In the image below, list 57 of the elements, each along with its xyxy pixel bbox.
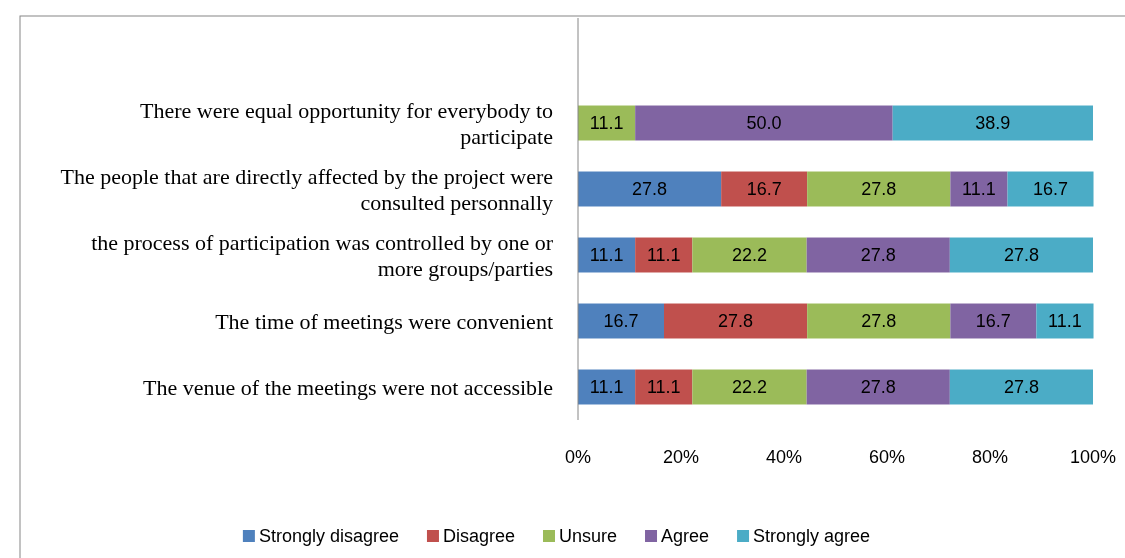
bar [1036,303,1094,339]
bar [578,171,722,207]
bar [721,171,808,207]
bar [664,303,808,339]
data-label: 16.7 [746,179,782,199]
x-tick-label: 60% [868,447,906,467]
data-label: 11.1 [1048,311,1082,331]
data-label: 11.1 [646,245,681,265]
data-label: 27.8 [861,311,897,331]
data-label: 27.8 [1003,377,1039,397]
x-tick-label: 0% [564,447,592,467]
bar [950,303,1037,339]
bar [578,303,665,339]
data-label: 50.0 [746,113,782,133]
bar [949,369,1093,405]
data-label: 27.8 [632,179,668,199]
data-label: 22.2 [731,377,768,397]
bar [692,237,807,273]
y-tick-label: There were equal opportunity for everybody to participate [140,97,553,149]
y-tick-label: the process of participation was controlled by one or more groups/parties [91,229,554,281]
bar [807,303,951,339]
data-label: 16.7 [603,311,639,331]
bar [1007,171,1094,207]
data-label: 38.9 [975,113,1011,133]
x-tick-label: 80% [971,447,1009,467]
legend-label: Agree [661,526,710,546]
data-label: 16.7 [975,311,1011,331]
data-label: 11.1 [962,179,996,199]
bar [892,105,1093,141]
data-label: 27.8 [861,179,897,199]
bar [692,369,807,405]
x-tick-label: 20% [662,447,700,467]
x-tick-label: 100% [1069,447,1117,467]
bar [949,237,1093,273]
data-label: 27.8 [860,377,896,397]
legend-label: Strongly disagree [258,526,399,546]
bar [950,171,1008,207]
data-label: 11.1 [646,377,681,397]
y-tick-label: The time of meetings were convenient [215,308,553,334]
bar [806,237,950,273]
data-label: 22.2 [731,245,768,265]
bar [635,105,893,141]
bar [807,171,951,207]
data-label: 16.7 [1032,179,1069,199]
y-tick-label: The venue of the meetings were not accessible [143,374,553,400]
y-tick-label: The people that are directly affected by the project were consulted personnally [60,163,553,215]
x-tick-label: 40% [765,447,803,467]
data-label: 27.8 [860,245,896,265]
legend-label: Strongly agree [753,526,871,546]
data-label: 11.1 [589,113,624,133]
data-label: 11.1 [589,377,624,397]
legend-label: Unsure [558,526,618,546]
legend-label: Disagree [442,526,516,546]
data-label: 27.8 [1003,245,1039,265]
data-label: 11.1 [589,245,624,265]
bar [806,369,950,405]
data-label: 27.8 [718,311,754,331]
